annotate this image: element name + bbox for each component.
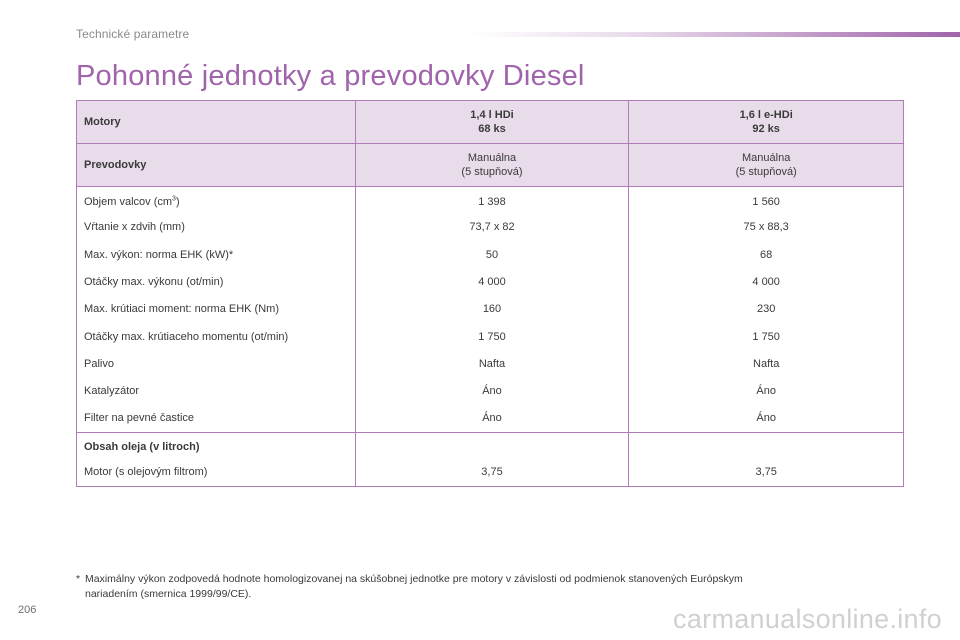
engine-name: 1,4 l HDi bbox=[470, 109, 514, 121]
gearbox-header-row: Prevodovky Manuálna (5 stupňová) Manuáln… bbox=[76, 143, 904, 187]
table-row: Vŕtanie x zdvih (mm) 73,7 x 82 75 x 88,3 bbox=[76, 213, 904, 242]
row-value: 3,75 bbox=[354, 459, 630, 487]
gearbox-type: Manuálna bbox=[742, 152, 791, 164]
footnote-line-1: Maximálny výkon zodpovedá hodnote homolo… bbox=[85, 573, 743, 585]
row-value: 1 560 bbox=[628, 186, 904, 214]
table-row: Otáčky max. výkonu (ot/min) 4 000 4 000 bbox=[76, 268, 904, 296]
row-label: Otáčky max. krútiaceho momentu (ot/min) bbox=[76, 322, 356, 351]
engines-header-row: Motory 1,4 l HDi 68 ks 1,6 l e-HDi 92 ks bbox=[76, 100, 904, 144]
engine-name: 1,6 l e-HDi bbox=[739, 109, 793, 121]
row-label: Objem valcov (cm3) bbox=[76, 186, 356, 214]
footnote-line-2: nariadením (smernica 1999/99/CE). bbox=[85, 588, 252, 600]
engine-spec-table: Motory 1,4 l HDi 68 ks 1,6 l e-HDi 92 ks… bbox=[76, 100, 904, 487]
row-value: 50 bbox=[354, 241, 630, 269]
row-value: 75 x 88,3 bbox=[628, 213, 904, 242]
header-accent-bar bbox=[470, 32, 960, 37]
engine-col-2: 1,6 l e-HDi 92 ks bbox=[628, 100, 904, 144]
row-value: Áno bbox=[354, 404, 630, 433]
row-value: 4 000 bbox=[354, 268, 630, 296]
footnote: * Maximálny výkon zodpovedá hodnote homol… bbox=[76, 572, 896, 602]
gearbox-type: Manuálna bbox=[467, 152, 517, 164]
table-row: Otáčky max. krútiaceho momentu (ot/min) … bbox=[76, 322, 904, 351]
engine-col-1: 1,4 l HDi 68 ks bbox=[354, 100, 630, 144]
row-value: 1 750 bbox=[354, 322, 630, 351]
row-value: Áno bbox=[628, 377, 904, 405]
footnote-marker: * bbox=[76, 573, 81, 585]
row-value: 68 bbox=[628, 241, 904, 269]
gearbox-gears: (5 stupňová) bbox=[735, 166, 797, 178]
row-value: Nafta bbox=[628, 350, 904, 378]
row-label: Otáčky max. výkonu (ot/min) bbox=[76, 268, 356, 296]
page-number: 206 bbox=[18, 604, 37, 616]
engines-label: Motory bbox=[76, 100, 356, 144]
row-label: Filter na pevné častice bbox=[76, 404, 356, 433]
row-value: 160 bbox=[354, 295, 630, 323]
oil-title-row: Obsah oleja (v litroch) bbox=[76, 432, 904, 460]
engine-power: 92 ks bbox=[752, 123, 780, 135]
table-row: Motor (s olejovým filtrom) 3,75 3,75 bbox=[76, 459, 904, 487]
row-value: Áno bbox=[354, 377, 630, 405]
gearbox-col-2: Manuálna (5 stupňová) bbox=[628, 143, 904, 187]
gearbox-col-1: Manuálna (5 stupňová) bbox=[354, 143, 630, 187]
row-label: Max. krútiaci moment: norma EHK (Nm) bbox=[76, 295, 356, 323]
table-row: Max. výkon: norma EHK (kW)* 50 68 bbox=[76, 241, 904, 269]
gearbox-gears: (5 stupňová) bbox=[461, 166, 523, 178]
empty-cell bbox=[354, 432, 630, 460]
table-row: Objem valcov (cm3) 1 398 1 560 bbox=[76, 186, 904, 214]
row-value: 230 bbox=[628, 295, 904, 323]
row-label: Katalyzátor bbox=[76, 377, 356, 405]
row-value: 1 398 bbox=[354, 186, 630, 214]
row-value: 1 750 bbox=[628, 322, 904, 351]
row-value: 4 000 bbox=[628, 268, 904, 296]
row-value: Nafta bbox=[354, 350, 630, 378]
row-value: 73,7 x 82 bbox=[354, 213, 630, 242]
row-label: Vŕtanie x zdvih (mm) bbox=[76, 213, 356, 242]
row-value: Áno bbox=[628, 404, 904, 433]
table-row: Katalyzátor Áno Áno bbox=[76, 377, 904, 405]
gearbox-label: Prevodovky bbox=[76, 143, 356, 187]
row-label: Motor (s olejovým filtrom) bbox=[76, 459, 356, 487]
engine-power: 68 ks bbox=[478, 123, 506, 135]
table-row: Max. krútiaci moment: norma EHK (Nm) 160… bbox=[76, 295, 904, 323]
row-label: Palivo bbox=[76, 350, 356, 378]
empty-cell bbox=[628, 432, 904, 460]
section-label: Technické parametre bbox=[76, 27, 190, 41]
row-value: 3,75 bbox=[628, 459, 904, 487]
watermark: carmanualsonline.info bbox=[673, 604, 942, 634]
row-label: Max. výkon: norma EHK (kW)* bbox=[76, 241, 356, 269]
table-row: Filter na pevné častice Áno Áno bbox=[76, 404, 904, 433]
table-row: Palivo Nafta Nafta bbox=[76, 350, 904, 378]
oil-title: Obsah oleja (v litroch) bbox=[76, 432, 356, 460]
page-title: Pohonné jednotky a prevodovky Diesel bbox=[76, 60, 585, 92]
